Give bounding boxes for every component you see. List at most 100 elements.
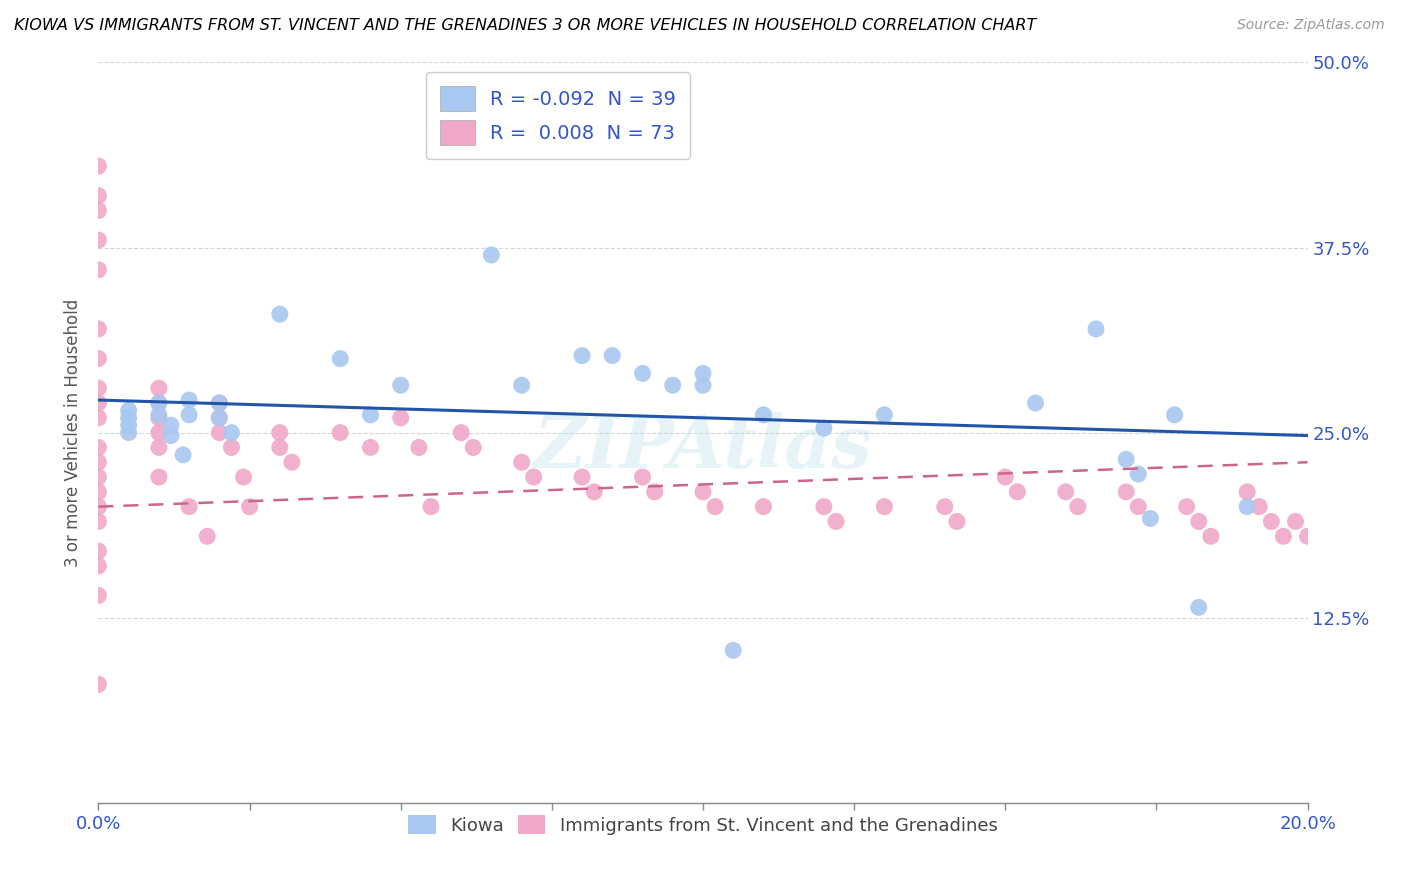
- Point: [208, 396, 231, 410]
- Point: [873, 500, 896, 514]
- Point: [87, 455, 110, 469]
- Point: [510, 378, 533, 392]
- Point: [208, 396, 231, 410]
- Point: [269, 441, 291, 455]
- Point: [1199, 529, 1222, 543]
- Point: [692, 378, 714, 392]
- Text: Source: ZipAtlas.com: Source: ZipAtlas.com: [1237, 18, 1385, 32]
- Point: [644, 484, 666, 499]
- Point: [148, 396, 170, 410]
- Point: [118, 425, 141, 440]
- Point: [1115, 452, 1137, 467]
- Point: [389, 410, 412, 425]
- Point: [87, 470, 110, 484]
- Y-axis label: 3 or more Vehicles in Household: 3 or more Vehicles in Household: [65, 299, 83, 566]
- Point: [1175, 500, 1198, 514]
- Point: [661, 378, 683, 392]
- Point: [221, 441, 243, 455]
- Point: [1272, 529, 1295, 543]
- Point: [1085, 322, 1108, 336]
- Point: [160, 418, 183, 433]
- Point: [1236, 500, 1258, 514]
- Point: [239, 500, 262, 514]
- Point: [1128, 500, 1150, 514]
- Point: [1296, 529, 1319, 543]
- Point: [148, 470, 170, 484]
- Point: [87, 262, 110, 277]
- Point: [723, 643, 745, 657]
- Point: [87, 500, 110, 514]
- Point: [195, 529, 218, 543]
- Point: [148, 408, 170, 422]
- Point: [571, 349, 593, 363]
- Point: [1236, 484, 1258, 499]
- Point: [148, 381, 170, 395]
- Point: [420, 500, 443, 514]
- Point: [148, 410, 170, 425]
- Point: [1188, 515, 1211, 529]
- Point: [329, 351, 352, 366]
- Point: [1139, 511, 1161, 525]
- Point: [752, 408, 775, 422]
- Point: [813, 500, 835, 514]
- Point: [360, 441, 382, 455]
- Point: [208, 425, 231, 440]
- Point: [571, 470, 593, 484]
- Point: [87, 322, 110, 336]
- Point: [631, 367, 654, 381]
- Point: [1007, 484, 1029, 499]
- Point: [873, 408, 896, 422]
- Point: [1284, 515, 1306, 529]
- Point: [87, 203, 110, 218]
- Point: [208, 410, 231, 425]
- Point: [1054, 484, 1077, 499]
- Text: KIOWA VS IMMIGRANTS FROM ST. VINCENT AND THE GRENADINES 3 OR MORE VEHICLES IN HO: KIOWA VS IMMIGRANTS FROM ST. VINCENT AND…: [14, 18, 1036, 33]
- Point: [269, 425, 291, 440]
- Point: [221, 425, 243, 440]
- Point: [281, 455, 304, 469]
- Point: [510, 455, 533, 469]
- Point: [946, 515, 969, 529]
- Point: [172, 448, 194, 462]
- Point: [148, 425, 170, 440]
- Legend: Kiowa, Immigrants from St. Vincent and the Grenadines: Kiowa, Immigrants from St. Vincent and t…: [401, 808, 1005, 842]
- Point: [1188, 600, 1211, 615]
- Point: [118, 410, 141, 425]
- Point: [87, 159, 110, 173]
- Text: ZIPAtlas: ZIPAtlas: [534, 412, 872, 483]
- Point: [87, 233, 110, 247]
- Point: [825, 515, 848, 529]
- Point: [1249, 500, 1271, 514]
- Point: [232, 470, 254, 484]
- Point: [329, 425, 352, 440]
- Point: [87, 410, 110, 425]
- Point: [408, 441, 430, 455]
- Point: [583, 484, 606, 499]
- Point: [118, 418, 141, 433]
- Point: [1024, 396, 1046, 410]
- Point: [160, 428, 183, 442]
- Point: [1128, 467, 1150, 481]
- Point: [179, 392, 201, 407]
- Point: [118, 403, 141, 417]
- Point: [87, 188, 110, 202]
- Point: [87, 351, 110, 366]
- Point: [704, 500, 727, 514]
- Point: [692, 484, 714, 499]
- Point: [934, 500, 956, 514]
- Point: [148, 441, 170, 455]
- Point: [450, 129, 472, 144]
- Point: [523, 470, 546, 484]
- Point: [1163, 408, 1185, 422]
- Point: [148, 396, 170, 410]
- Point: [87, 515, 110, 529]
- Point: [463, 441, 485, 455]
- Point: [481, 248, 503, 262]
- Point: [179, 408, 201, 422]
- Point: [1115, 484, 1137, 499]
- Point: [450, 425, 472, 440]
- Point: [87, 544, 110, 558]
- Point: [269, 307, 291, 321]
- Point: [602, 349, 624, 363]
- Point: [179, 500, 201, 514]
